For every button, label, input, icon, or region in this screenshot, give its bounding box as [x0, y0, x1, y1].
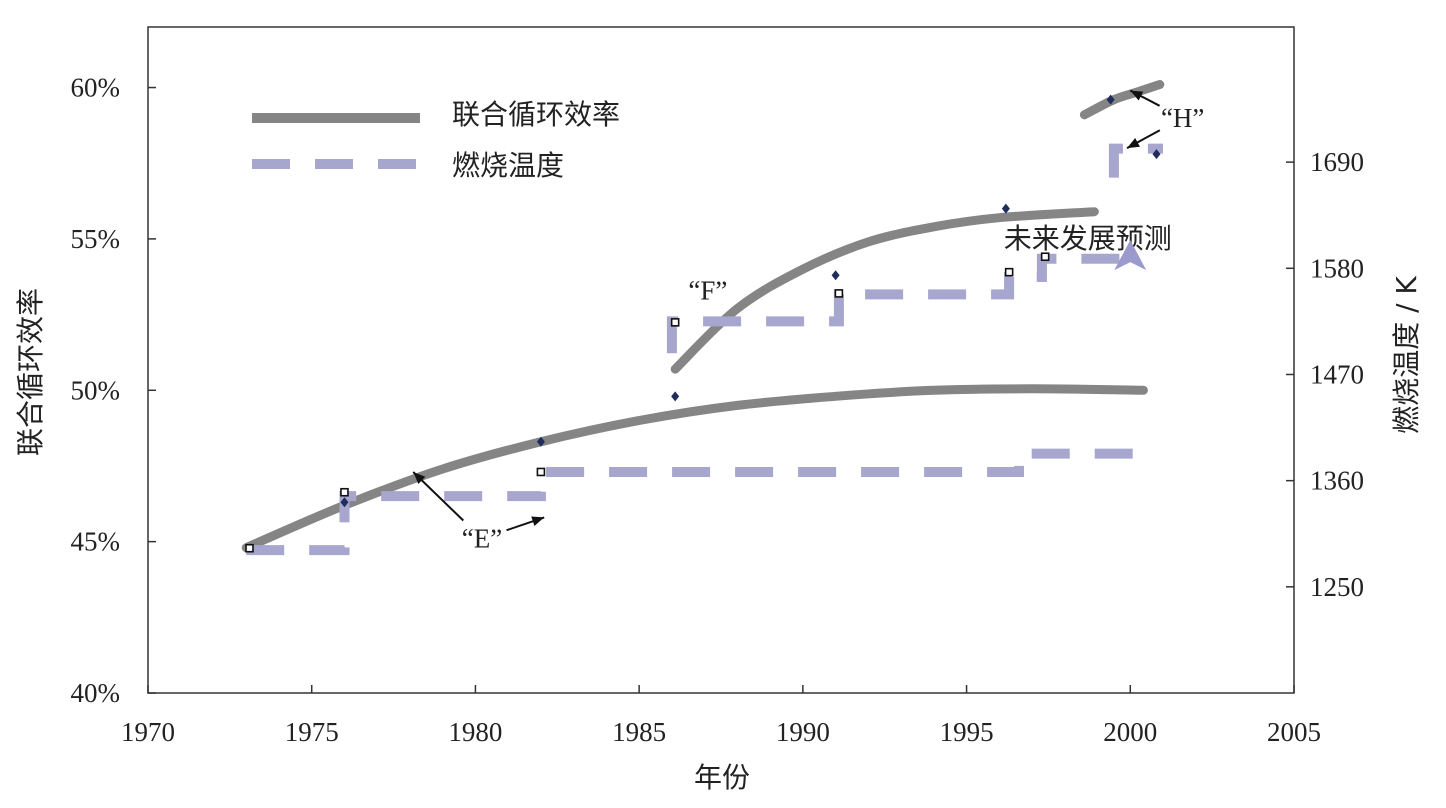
y-tick-label: 60%: [71, 73, 121, 103]
annotation-arrow-head: [1130, 90, 1144, 101]
y2-tick-label: 1250: [1310, 572, 1364, 602]
annotation-label: 未来发展预测: [1004, 222, 1172, 255]
x-tick-label: 1970: [121, 717, 175, 747]
y2-axis-ticks: 1250 1360 1470 1580 1690: [1286, 147, 1364, 602]
temperature-data-point: [670, 318, 680, 327]
y2-tick-label: 1580: [1310, 253, 1364, 283]
temperature-data-point: [536, 467, 546, 477]
temperature-data-point: [1004, 267, 1014, 277]
efficiency-line-segment-1: [670, 207, 1099, 374]
annotation-arrow-head: [413, 472, 426, 484]
annotation-layer: “E” “F” “H” 未来发展预测: [412, 89, 1204, 554]
annotation-arrow-head: [531, 516, 545, 527]
efficiency-data-point: [671, 391, 680, 402]
temperature-data-point: [340, 487, 349, 497]
y2-tick-label: 1470: [1310, 359, 1364, 389]
legend-label-temperature: 燃烧温度: [452, 149, 564, 182]
annotation-label: “F”: [688, 275, 727, 305]
x-axis-title: 年份: [694, 761, 750, 794]
forecast-triangle-icon: [1114, 240, 1147, 271]
y-tick-label: 45%: [71, 527, 121, 557]
y-axis-title: 联合循环效率: [14, 288, 47, 456]
temperature-data-point: [245, 543, 254, 553]
y-tick-label: 55%: [71, 224, 121, 254]
y-tick-label: 50%: [71, 375, 121, 405]
efficiency-data-point: [536, 436, 545, 447]
efficiency-line-segment-0: [241, 384, 1148, 553]
series-layer: [241, 80, 1165, 556]
x-tick-label: 1975: [285, 717, 339, 747]
efficiency-data-point: [831, 270, 840, 281]
x-tick-label: 1990: [776, 717, 830, 747]
temperature-line-segment-2: [1108, 143, 1163, 178]
x-tick-label: 2000: [1103, 717, 1157, 747]
annotation-label: “H”: [1161, 103, 1204, 133]
x-tick-label: 1995: [940, 717, 994, 747]
plot-area: [147, 26, 1295, 694]
efficiency-data-point: [1106, 94, 1115, 105]
legend-label-efficiency: 联合循环效率: [452, 98, 620, 131]
temperature-data-point: [834, 289, 844, 298]
annotation-label: “E”: [462, 524, 502, 554]
y-tick-label: 40%: [71, 678, 121, 708]
marker-layer: [245, 94, 1161, 553]
y2-axis-title: 燃烧温度 / K: [1390, 276, 1423, 434]
y2-tick-label: 1690: [1310, 147, 1364, 177]
efficiency-data-point: [1152, 149, 1161, 160]
x-tick-label: 1980: [448, 717, 502, 747]
temperature-line-segment-1: [666, 253, 1131, 354]
x-tick-label: 2005: [1267, 717, 1321, 747]
efficiency-data-point: [340, 497, 349, 508]
y-axis-ticks: 40% 45% 50% 55% 60%: [71, 73, 156, 708]
legend: 联合循环效率 燃烧温度: [252, 98, 620, 182]
annotation-arrow-head: [1127, 137, 1140, 149]
efficiency-data-point: [1001, 203, 1010, 214]
efficiency-line-segment-2: [1079, 80, 1165, 120]
temperature-data-point: [1040, 252, 1050, 262]
y2-tick-label: 1360: [1310, 466, 1364, 496]
x-axis-ticks: 1970 1975 1980 1985 1990 1995 2000 2005: [121, 685, 1321, 747]
x-tick-label: 1985: [612, 717, 666, 747]
